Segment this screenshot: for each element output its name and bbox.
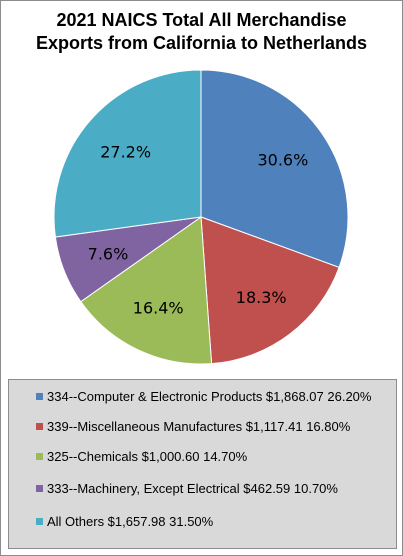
slice-data-label-2: 16.4% bbox=[133, 298, 184, 317]
slice-data-label-3: 7.6% bbox=[88, 245, 129, 264]
legend-label-0: 334--Computer & Electronic Products $1,8… bbox=[47, 389, 372, 404]
pie-slice-1 bbox=[200, 216, 340, 365]
legend-item-0: 334--Computer & Electronic Products $1,8… bbox=[36, 388, 372, 406]
chart-title-line-1: 2021 NAICS Total All Merchandise bbox=[56, 10, 347, 30]
legend-label-1: 339--Miscellaneous Manufactures $1,117.4… bbox=[47, 419, 351, 434]
pie-slice-0 bbox=[200, 69, 349, 269]
slice-data-label-4: 27.2% bbox=[100, 142, 151, 161]
legend-swatch-1 bbox=[36, 423, 43, 430]
chart-title: 2021 NAICS Total All Merchandise Exports… bbox=[1, 9, 402, 55]
legend-label-4: All Others $1,657.98 31.50% bbox=[47, 514, 214, 529]
legend: 334--Computer & Electronic Products $1,8… bbox=[8, 379, 397, 549]
legend-item-4: All Others $1,657.98 31.50% bbox=[36, 513, 214, 531]
legend-item-1: 339--Miscellaneous Manufactures $1,117.4… bbox=[36, 418, 351, 436]
pie-slice-4 bbox=[53, 69, 202, 238]
legend-item-3: 333--Machinery, Except Electrical $462.5… bbox=[36, 480, 338, 498]
legend-swatch-4 bbox=[36, 518, 43, 525]
pie-slice-2 bbox=[80, 216, 213, 365]
legend-label-2: 325--Chemicals $1,000.60 14.70% bbox=[47, 449, 248, 464]
legend-swatch-2 bbox=[36, 453, 43, 460]
legend-swatch-3 bbox=[36, 485, 43, 492]
slice-data-label-1: 18.3% bbox=[236, 288, 287, 307]
legend-swatch-0 bbox=[36, 393, 43, 400]
slice-data-label-0: 30.6% bbox=[257, 151, 308, 170]
pie-chart: 30.6% 18.3% 16.4% 7.6% 27.2% bbox=[53, 69, 349, 365]
legend-label-3: 333--Machinery, Except Electrical $462.5… bbox=[47, 481, 338, 496]
legend-item-2: 325--Chemicals $1,000.60 14.70% bbox=[36, 448, 248, 466]
chart-title-line-2: Exports from California to Netherlands bbox=[35, 33, 368, 53]
